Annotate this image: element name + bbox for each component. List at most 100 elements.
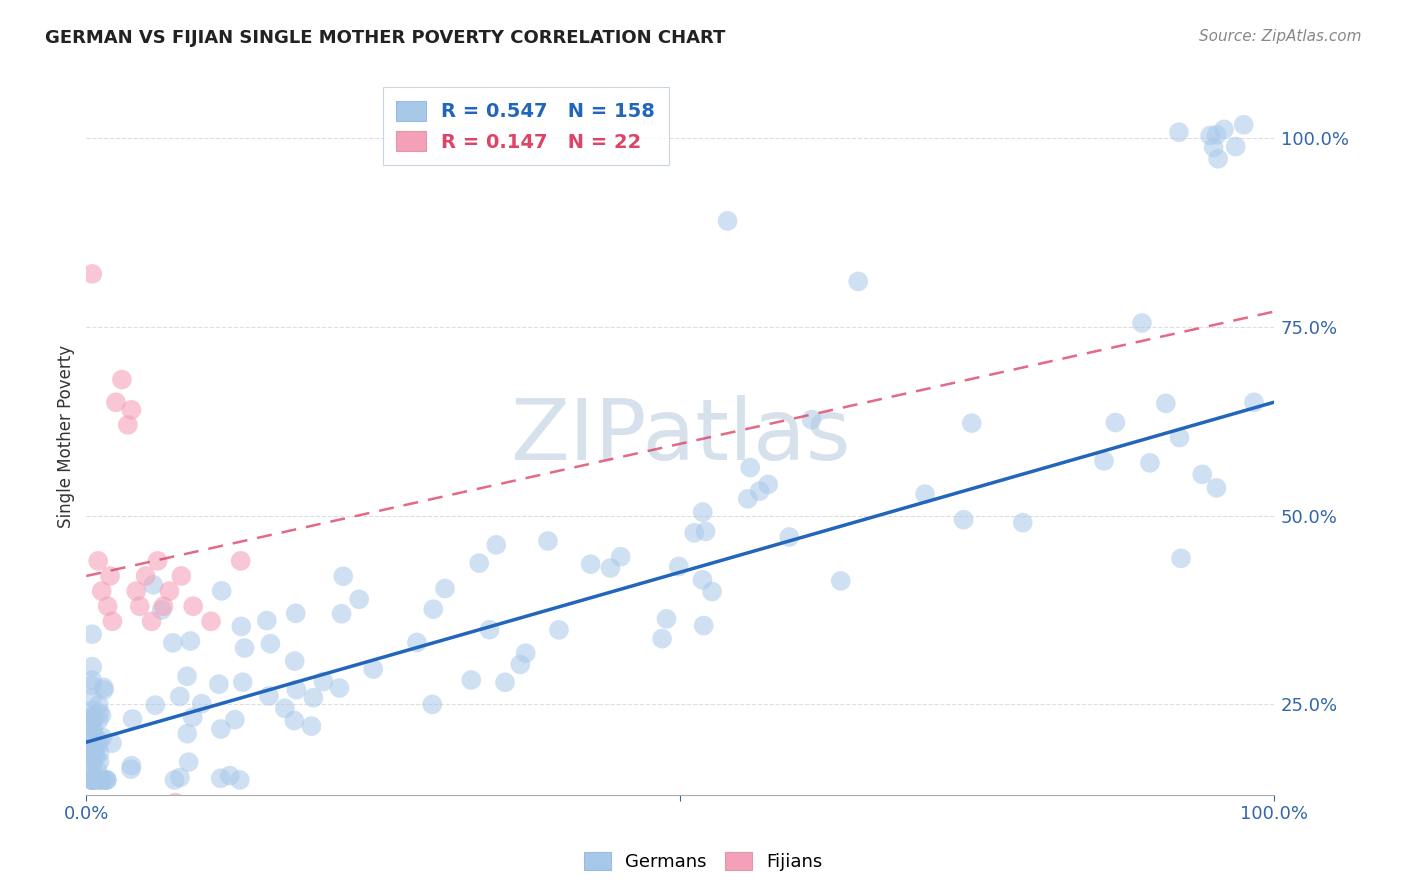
Point	[224, 713, 246, 727]
Point	[84, 750, 107, 764]
Point	[231, 619, 253, 633]
Point	[179, 634, 201, 648]
Point	[302, 690, 325, 705]
Point	[82, 721, 104, 735]
Point	[1225, 139, 1247, 153]
Point	[177, 755, 200, 769]
Point	[163, 772, 186, 787]
Point	[190, 697, 212, 711]
Point	[82, 772, 104, 787]
Point	[1168, 125, 1191, 139]
Point	[478, 623, 501, 637]
Point	[609, 549, 631, 564]
Point	[82, 729, 104, 743]
Point	[952, 513, 974, 527]
Point	[692, 573, 714, 587]
Point	[87, 698, 110, 712]
Point	[89, 706, 111, 720]
Point	[433, 582, 456, 596]
Point	[120, 402, 142, 417]
Point	[176, 727, 198, 741]
Point	[361, 662, 384, 676]
Point	[82, 673, 104, 687]
Point	[211, 583, 233, 598]
Point	[82, 713, 104, 727]
Point	[87, 714, 110, 728]
Point	[82, 709, 104, 723]
Point	[162, 636, 184, 650]
Point	[299, 719, 322, 733]
Point	[83, 772, 105, 787]
Point	[83, 712, 105, 726]
Point	[485, 538, 508, 552]
Point	[82, 749, 104, 764]
Point	[1170, 551, 1192, 566]
Text: GERMAN VS FIJIAN SINGLE MOTHER POVERTY CORRELATION CHART: GERMAN VS FIJIAN SINGLE MOTHER POVERTY C…	[45, 29, 725, 46]
Point	[89, 746, 111, 760]
Point	[1205, 481, 1227, 495]
Point	[125, 584, 148, 599]
Point	[169, 771, 191, 785]
Point	[1213, 122, 1236, 136]
Point	[120, 762, 142, 776]
Point	[1139, 456, 1161, 470]
Point	[143, 698, 166, 713]
Point	[756, 477, 779, 491]
Point	[82, 747, 104, 761]
Point	[165, 796, 187, 810]
Point	[87, 738, 110, 752]
Point	[121, 712, 143, 726]
Point	[1199, 128, 1222, 143]
Point	[82, 752, 104, 766]
Point	[460, 673, 482, 687]
Point	[599, 561, 621, 575]
Point	[259, 637, 281, 651]
Point	[548, 623, 571, 637]
Point	[82, 743, 104, 757]
Point	[82, 772, 104, 787]
Point	[283, 714, 305, 728]
Point	[83, 724, 105, 739]
Point	[104, 395, 127, 409]
Point	[83, 730, 105, 744]
Point	[82, 746, 104, 760]
Point	[141, 615, 163, 629]
Point	[87, 733, 110, 747]
Point	[209, 772, 232, 786]
Point	[98, 569, 121, 583]
Point	[330, 607, 353, 621]
Point	[82, 660, 104, 674]
Point	[256, 614, 278, 628]
Point	[515, 646, 537, 660]
Point	[284, 607, 307, 621]
Point	[668, 559, 690, 574]
Point	[1202, 140, 1225, 154]
Point	[82, 772, 104, 787]
Point	[82, 767, 104, 781]
Point	[82, 759, 104, 773]
Point	[86, 763, 108, 777]
Point	[716, 214, 738, 228]
Point	[232, 675, 254, 690]
Point	[181, 599, 204, 614]
Point	[82, 772, 104, 787]
Point	[82, 744, 104, 758]
Point	[87, 772, 110, 787]
Point	[233, 640, 256, 655]
Point	[90, 584, 112, 599]
Point	[509, 657, 531, 672]
Point	[748, 483, 770, 498]
Point	[96, 772, 118, 787]
Point	[737, 491, 759, 506]
Point	[82, 772, 104, 787]
Text: Source: ZipAtlas.com: Source: ZipAtlas.com	[1198, 29, 1361, 44]
Point	[142, 578, 165, 592]
Point	[93, 681, 115, 695]
Point	[285, 682, 308, 697]
Point	[1011, 516, 1033, 530]
Point	[229, 772, 252, 787]
Point	[914, 487, 936, 501]
Point	[1092, 454, 1115, 468]
Point	[284, 654, 307, 668]
Point	[121, 758, 143, 772]
